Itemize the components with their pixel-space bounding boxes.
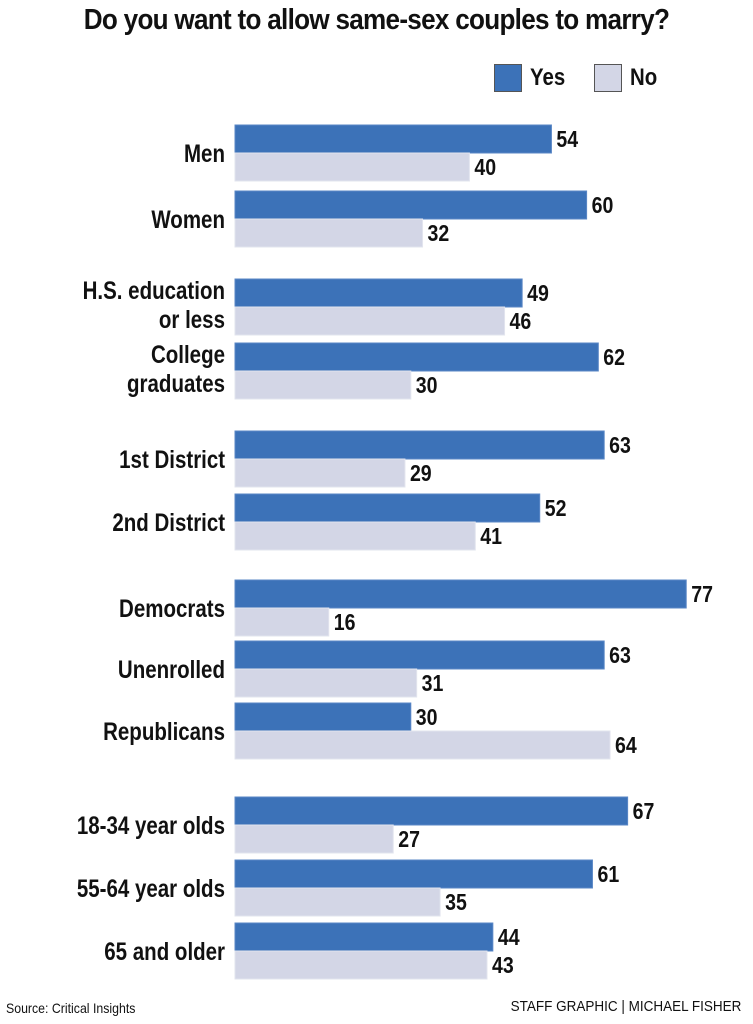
category-label-line: or less <box>159 305 225 333</box>
bar-no <box>234 306 506 336</box>
bar-yes <box>234 922 494 952</box>
value-label-yes: 62 <box>603 345 625 371</box>
category-label-line: 18-34 year olds <box>77 811 225 839</box>
bar-yes <box>234 796 629 826</box>
value-label-no: 32 <box>428 221 450 247</box>
bar-yes <box>234 859 593 889</box>
category-label: Women <box>151 205 225 233</box>
legend-item-no: No <box>594 63 662 93</box>
category-group: 2nd District 52 41 <box>112 493 567 551</box>
bar-no <box>234 521 476 551</box>
chart-title: Do you want to allow same-sex couples to… <box>83 4 670 36</box>
graphic-credit: STAFF GRAPHIC | MICHAEL FISHER <box>510 998 741 1015</box>
value-label-no: 30 <box>416 373 438 399</box>
value-label-no: 46 <box>510 309 532 335</box>
category-label: Men <box>184 139 225 167</box>
category-label: 55-64 year olds <box>77 874 225 902</box>
value-label-yes: 49 <box>527 281 549 307</box>
category-group: 1st District 63 29 <box>119 430 631 488</box>
bar-no <box>234 218 424 248</box>
bar-yes <box>234 579 687 609</box>
category-label-line: Democrats <box>119 594 225 622</box>
category-group: Democrats 77 16 <box>119 579 713 637</box>
category-label: Republicans <box>103 717 225 745</box>
category-label-line: 2nd District <box>112 508 225 536</box>
bar-no <box>234 458 406 488</box>
value-label-yes: 63 <box>609 433 631 459</box>
category-label: College graduates <box>127 340 225 397</box>
legend-swatch-no <box>594 64 622 92</box>
value-label-yes: 54 <box>556 127 578 153</box>
category-group: Unenrolled 63 31 <box>118 640 631 698</box>
category-group: Women 60 32 <box>151 190 614 248</box>
value-label-no: 29 <box>410 461 432 487</box>
category-group: Men 54 40 <box>184 124 578 182</box>
bar-yes <box>234 278 523 308</box>
legend-label-no: No <box>630 64 658 91</box>
bar-yes <box>234 702 412 732</box>
category-label: 2nd District <box>112 508 225 536</box>
value-label-yes: 77 <box>691 582 713 608</box>
category-group: 55-64 year olds 61 35 <box>77 859 619 917</box>
category-label-line: 1st District <box>119 445 225 473</box>
value-label-yes: 30 <box>416 705 438 731</box>
value-label-no: 64 <box>615 733 637 759</box>
value-label-yes: 63 <box>609 643 631 669</box>
value-label-yes: 60 <box>592 193 614 219</box>
value-label-no: 31 <box>422 671 444 697</box>
category-label-line: graduates <box>127 369 225 397</box>
category-label-line: College <box>151 340 225 368</box>
category-label-line: Republicans <box>103 717 225 745</box>
category-label-line: Unenrolled <box>118 655 225 683</box>
category-label: Democrats <box>119 594 225 622</box>
category-label-line: 65 and older <box>104 937 225 965</box>
value-label-yes: 44 <box>498 925 520 951</box>
value-label-yes: 61 <box>597 862 619 888</box>
value-label-yes: 52 <box>545 496 567 522</box>
category-label: 65 and older <box>104 937 225 965</box>
bar-no <box>234 730 611 760</box>
category-label-line: H.S. education <box>83 276 225 304</box>
bar-no <box>234 887 441 917</box>
value-label-no: 16 <box>334 610 356 636</box>
value-label-no: 43 <box>492 953 514 979</box>
value-label-no: 41 <box>480 524 502 550</box>
bar-no <box>234 824 394 854</box>
bar-no <box>234 668 418 698</box>
category-label: Unenrolled <box>118 655 225 683</box>
category-group: Republicans 30 64 <box>103 702 637 760</box>
category-group: 18-34 year olds 67 27 <box>77 796 655 854</box>
category-group: College graduates 62 30 <box>127 340 625 400</box>
source-note: Source: Critical Insights <box>6 1000 136 1016</box>
bar-yes <box>234 190 588 220</box>
legend-label-yes: Yes <box>530 64 566 91</box>
legend-swatch-yes <box>494 64 522 92</box>
category-label-line: Women <box>151 205 225 233</box>
category-label: 18-34 year olds <box>77 811 225 839</box>
bar-yes <box>234 124 552 154</box>
bar-no <box>234 152 470 182</box>
legend-item-yes: Yes <box>494 63 571 93</box>
category-label-line: Men <box>184 139 225 167</box>
value-label-no: 35 <box>445 890 467 916</box>
category-label: H.S. education or less <box>83 276 225 333</box>
bar-no <box>234 950 488 980</box>
value-label-yes: 67 <box>633 799 655 825</box>
bar-yes <box>234 430 605 460</box>
category-label: 1st District <box>119 445 225 473</box>
value-label-no: 40 <box>474 155 496 181</box>
bar-no <box>234 370 412 400</box>
bar-no <box>234 607 330 637</box>
bar-yes <box>234 640 605 670</box>
bar-yes <box>234 493 541 523</box>
bar-yes <box>234 342 599 372</box>
value-label-no: 27 <box>398 827 420 853</box>
category-label-line: 55-64 year olds <box>77 874 225 902</box>
